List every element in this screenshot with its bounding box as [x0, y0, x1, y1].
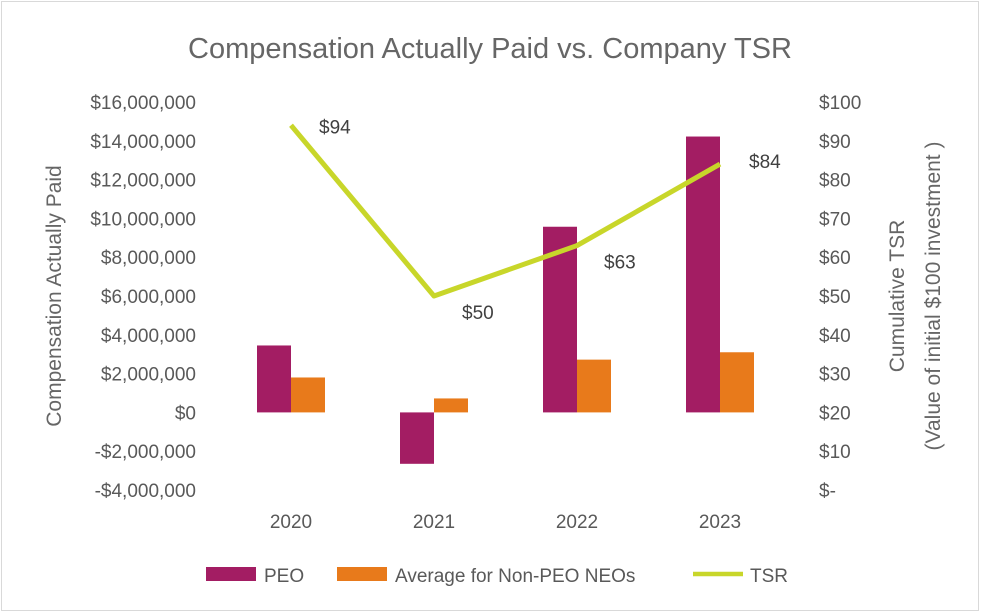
tsr-data-label: $50 [462, 303, 494, 324]
right-tick-label: $30 [819, 365, 851, 386]
bar-non-peo [720, 352, 754, 413]
bar-non-peo [434, 398, 468, 413]
right-tick-label: $40 [819, 326, 851, 347]
left-tick-label: $2,000,000 [101, 365, 196, 386]
bar-non-peo [577, 359, 611, 413]
bar-peo [257, 345, 291, 413]
right-axis-ticks: $100 $90 $80 $70 $60 $50 $40 $30 $20 $10 $- [819, 93, 861, 502]
left-tick-label: -$2,000,000 [95, 442, 196, 463]
left-tick-label: $14,000,000 [90, 132, 196, 153]
left-tick-label: $8,000,000 [101, 248, 196, 269]
right-tick-label: $10 [819, 442, 851, 463]
tsr-data-label: $63 [604, 253, 636, 274]
right-tick-label: $60 [819, 248, 851, 269]
right-tick-label: $20 [819, 403, 851, 424]
left-tick-label: -$4,000,000 [95, 481, 196, 502]
legend-label-tsr: TSR [750, 566, 788, 587]
x-category-label: 2020 [270, 512, 312, 533]
right-tick-label: $90 [819, 132, 851, 153]
bar-non-peo [291, 377, 325, 413]
left-axis-ticks: $16,000,000 $14,000,000 $12,000,000 $10,000… [90, 93, 196, 502]
bar-peo [400, 412, 434, 464]
legend-label-non-peo: Average for Non-PEO NEOs [395, 566, 635, 587]
right-tick-label: $100 [819, 93, 861, 114]
legend-swatch-peo [206, 567, 256, 581]
left-tick-label: $10,000,000 [90, 209, 196, 230]
right-tick-label: $50 [819, 287, 851, 308]
left-tick-label: $12,000,000 [90, 171, 196, 192]
left-tick-label: $4,000,000 [101, 326, 196, 347]
x-category-label: 2023 [699, 512, 741, 533]
legend-swatch-non-peo [337, 567, 387, 581]
chart-title: Compensation Actually Paid vs. Company T… [188, 33, 792, 65]
tsr-line-group [289, 123, 722, 299]
tsr-line [289, 123, 722, 299]
left-tick-label: $0 [175, 403, 196, 424]
left-tick-label: $16,000,000 [90, 93, 196, 114]
right-axis-title-line2: (Value of initial $100 investment ) [922, 142, 945, 451]
legend: PEO Average for Non-PEO NEOs TSR [206, 566, 788, 587]
left-tick-label: $6,000,000 [101, 287, 196, 308]
right-axis-title-line1: Cumulative TSR [886, 220, 909, 373]
x-category-label: 2021 [413, 512, 455, 533]
left-axis-title: Compensation Actually Paid [43, 165, 66, 427]
x-axis-labels: 2020 2021 2022 2023 [270, 512, 741, 533]
right-tick-label: $80 [819, 171, 851, 192]
tsr-data-label: $94 [319, 117, 351, 138]
right-tick-label: $70 [819, 209, 851, 230]
tsr-data-label: $84 [749, 152, 781, 173]
x-category-label: 2022 [556, 512, 598, 533]
right-tick-label: $- [819, 481, 836, 502]
legend-label-peo: PEO [264, 566, 304, 587]
tsr-data-labels: $94 $50 $63 $84 [319, 117, 781, 324]
